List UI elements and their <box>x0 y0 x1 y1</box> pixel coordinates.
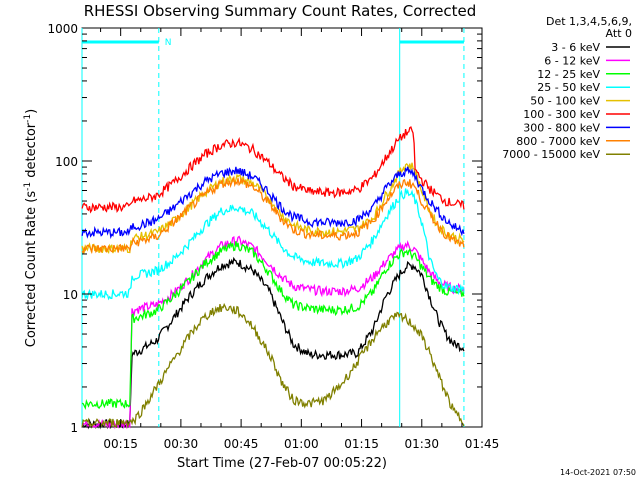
y-axis-label-exponent: -1 <box>23 114 33 123</box>
legend-label: 3 - 6 keV <box>551 41 600 54</box>
series-line <box>81 162 465 255</box>
series-lines <box>81 126 465 430</box>
y-tick-label: 1000 <box>47 22 78 36</box>
legend-label: 7000 - 15000 keV <box>502 148 600 161</box>
series-line <box>81 188 465 301</box>
y-axis-label-part: ) <box>24 109 39 114</box>
x-axis-label: Start Time (27-Feb-07 00:05:22) <box>177 456 387 471</box>
series-line <box>81 126 465 214</box>
legend-label: 25 - 50 keV <box>537 81 600 94</box>
legend-label: 12 - 25 keV <box>537 68 600 81</box>
legend-label: 100 - 300 keV <box>523 108 600 121</box>
y-axis-ticks: 1 10 100 1000 <box>47 22 482 435</box>
y-axis-label: Corrected Count Rate (s-1 detector-1) <box>23 109 39 347</box>
x-tick-label: 00:15 <box>103 437 138 451</box>
legend-label: 6 - 12 keV <box>544 54 600 67</box>
series-line <box>81 175 465 255</box>
x-tick-label: 01:30 <box>404 437 439 451</box>
y-axis-label-exponent: -1 <box>23 182 33 191</box>
x-tick-label: 01:45 <box>465 437 500 451</box>
series-line <box>81 166 465 240</box>
legend-label: 50 - 100 keV <box>530 95 600 108</box>
series-line <box>81 240 465 410</box>
series-line <box>81 302 465 429</box>
y-tick-label: 1 <box>70 421 78 435</box>
legend-label: 800 - 7000 keV <box>516 135 600 148</box>
y-axis-label-part: Corrected Count Rate (s <box>24 191 39 348</box>
attenuator-intervals: N <box>81 28 465 427</box>
series-line <box>81 256 465 430</box>
y-tick-label: 100 <box>55 155 78 169</box>
y-axis-label-part: detector <box>24 122 39 182</box>
legend-header-detectors: Det 1,3,4,5,6,9, <box>546 15 632 28</box>
plot-frame <box>81 27 483 428</box>
chart-title: RHESSI Observing Summary Count Rates, Co… <box>84 2 477 20</box>
x-tick-label: 01:15 <box>344 437 379 451</box>
y-tick-label: 10 <box>63 288 78 302</box>
series-line <box>81 235 465 430</box>
interval-label: N <box>165 38 172 48</box>
date-stamp: 14-Oct-2021 07:50 <box>560 468 636 477</box>
x-tick-label: 00:30 <box>164 437 199 451</box>
legend-header-attenuator: Att 0 <box>606 27 632 40</box>
x-tick-label: 01:00 <box>284 437 319 451</box>
x-tick-label: 00:45 <box>224 437 259 451</box>
x-axis-ticks: 00:15 00:30 00:45 01:00 01:15 01:30 01:45 <box>100 28 500 451</box>
legend-label: 300 - 800 keV <box>523 121 600 134</box>
